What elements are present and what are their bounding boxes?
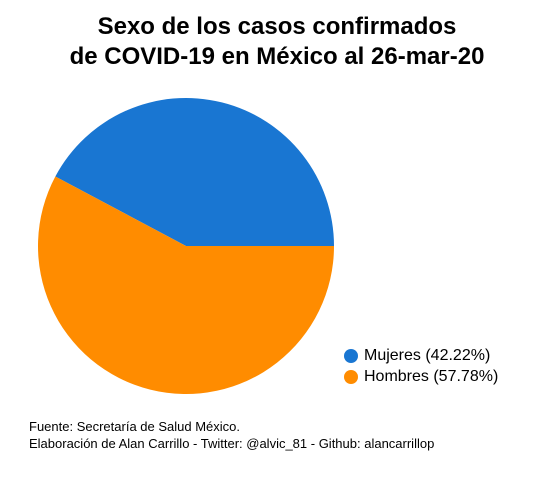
chart-title: Sexo de los casos confirmados de COVID-1… — [60, 12, 494, 72]
legend-item-hombres: Hombres (57.78%) — [344, 366, 498, 387]
legend-item-mujeres: Mujeres (42.22%) — [344, 345, 498, 366]
chart-title-line-2: de COVID-19 en México al 26-mar-20 — [69, 43, 485, 70]
source-caption: Fuente: Secretaría de Salud México. Elab… — [29, 418, 434, 452]
legend: Mujeres (42.22%) Hombres (57.78%) — [344, 345, 498, 387]
legend-swatch-mujeres — [344, 348, 358, 363]
legend-label-mujeres: Mujeres (42.22%) — [364, 347, 491, 364]
pie-slice-mujeres — [55, 97, 334, 247]
pie-slice-hombres — [38, 176, 335, 394]
chart-title-line-1: Sexo de los casos confirmados — [97, 13, 457, 40]
caption-credits: Elaboración de Alan Carrillo - Twitter: … — [29, 436, 435, 451]
legend-label-hombres: Hombres (57.78%) — [364, 368, 499, 385]
caption-source: Fuente: Secretaría de Salud México. — [29, 419, 241, 434]
legend-swatch-hombres — [344, 369, 358, 384]
